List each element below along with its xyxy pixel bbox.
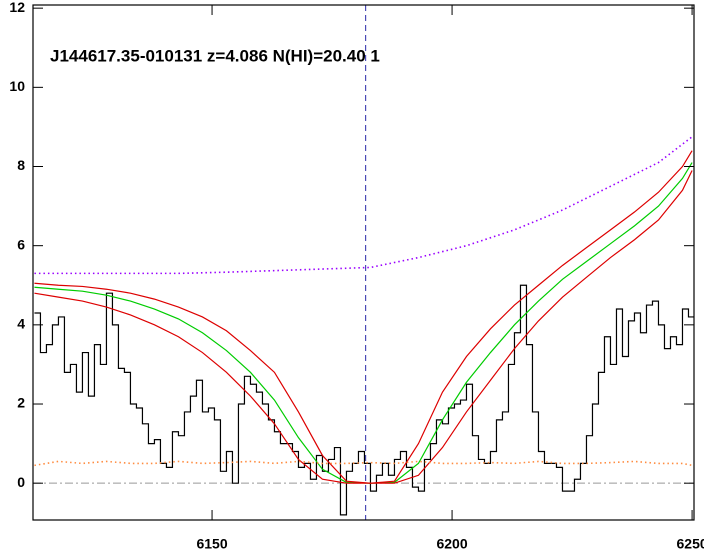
model-curve (34, 136, 693, 275)
y-tick-label: 10 (9, 78, 25, 94)
y-tick-label: 4 (17, 316, 25, 332)
model-curve (34, 162, 693, 484)
y-tick-label: 8 (17, 157, 25, 173)
chart-title: J144617.35-010131 z=4.086 N(HI)=20.40 1 (50, 46, 380, 65)
model-curve (34, 170, 693, 484)
model-curve (34, 150, 693, 484)
plot-frame (32, 4, 695, 521)
flux-histogram (34, 284, 694, 516)
model-curve (34, 460, 693, 467)
y-tick-label: 6 (17, 236, 25, 252)
y-tick-label: 2 (17, 395, 25, 411)
plot-area (33, 5, 694, 520)
y-tick-label: 12 (9, 0, 25, 15)
y-tick-label: 0 (17, 474, 25, 490)
x-tick-label: 6250 (677, 536, 704, 552)
x-tick-label: 6200 (436, 536, 467, 552)
x-tick-label: 6150 (196, 536, 227, 552)
